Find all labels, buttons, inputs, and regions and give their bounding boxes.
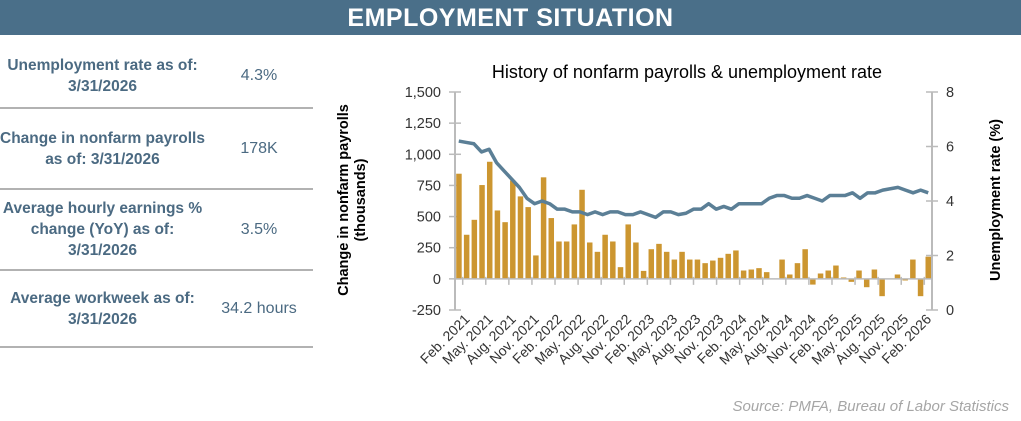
payroll-bar [517, 196, 524, 279]
right-tick-label: 8 [946, 85, 954, 101]
payroll-bar [879, 278, 885, 297]
payroll-bar [779, 259, 785, 279]
payroll-bar [863, 278, 870, 288]
stat-value: 178K [240, 139, 278, 157]
right-axis-label: Unemployment rate (%) [988, 119, 1004, 281]
payroll-bar [848, 278, 855, 282]
left-tick-label: 1,000 [405, 147, 441, 163]
stat-label: Change in nonfarm payrolls as of: 3/31/2… [0, 129, 205, 168]
payroll-bar [540, 177, 547, 279]
payroll-bar [594, 251, 601, 279]
payroll-bar [710, 260, 716, 279]
payroll-bar [925, 256, 931, 279]
stat-row-earnings: Average hourly earnings % change (YoY) a… [0, 190, 313, 271]
payroll-bar [679, 251, 685, 279]
left-tick-label: 500 [417, 210, 441, 226]
payroll-bar [610, 241, 616, 279]
payroll-bar [825, 270, 831, 279]
payroll-bar [894, 274, 901, 279]
stat-row-unemployment: Unemployment rate as of: 3/31/2026 4.3% [0, 44, 313, 109]
left-tick-label: 0 [433, 272, 441, 288]
chart-title: History of nonfarm payrolls & unemployme… [492, 62, 882, 82]
right-tick-label: 2 [946, 249, 954, 265]
payroll-bar [571, 224, 578, 279]
stat-label: Unemployment rate as of: 3/31/2026 [7, 56, 198, 95]
stat-row-workweek: Average workweek as of: 3/31/2026 34.2 h… [0, 271, 313, 348]
stat-value: 3.5% [240, 220, 278, 238]
payroll-bar [763, 272, 770, 279]
payroll-bar [617, 267, 624, 279]
payroll-bar [740, 270, 747, 279]
payroll-bar [656, 243, 662, 279]
payroll-bar [494, 210, 501, 279]
payroll-bar [917, 278, 924, 297]
left-tick-label: -250 [412, 303, 441, 319]
payroll-bar [510, 180, 516, 279]
payroll-bar [833, 265, 839, 279]
payroll-bar [663, 251, 670, 279]
payroll-bar [910, 259, 916, 279]
payroll-bar [733, 250, 739, 279]
payroll-bar [871, 269, 878, 279]
payroll-bar [479, 185, 485, 279]
payrolls-unemployment-chart: History of nonfarm payrolls & unemployme… [336, 62, 1004, 368]
right-tick-label: 0 [946, 303, 954, 319]
payroll-bar [486, 161, 493, 279]
stat-value: 4.3% [240, 66, 278, 84]
payroll-bar [533, 255, 539, 279]
payroll-bar [548, 218, 555, 279]
payroll-bar [648, 249, 655, 279]
right-tick-label: 6 [946, 140, 954, 156]
stat-value: 34.2 hours [221, 299, 297, 317]
payroll-bar [794, 263, 801, 279]
stat-label: Average workweek as of: 3/31/2026 [10, 289, 195, 328]
payroll-bar [671, 259, 678, 279]
payroll-bar [563, 241, 570, 279]
payroll-bar [717, 257, 724, 279]
payroll-bar [802, 249, 808, 279]
payroll-bar [902, 278, 908, 281]
payroll-bar [471, 219, 478, 279]
payroll-bar [579, 189, 585, 279]
left-tick-label: 1,250 [405, 116, 441, 132]
payroll-bar [748, 269, 755, 279]
payroll-bar [456, 173, 462, 279]
payroll-bar [810, 278, 816, 285]
payroll-bar [725, 253, 731, 279]
stat-label: Average hourly earnings % change (YoY) a… [2, 200, 203, 259]
page-title: EMPLOYMENT SITUATION [0, 0, 1021, 35]
payroll-bar [602, 234, 608, 279]
payroll-bar [817, 273, 824, 279]
payroll-bar [787, 274, 793, 279]
payroll-bar [856, 270, 862, 279]
payroll-bar [625, 224, 631, 279]
payroll-bar [694, 259, 701, 279]
payroll-bar [502, 222, 508, 279]
left-tick-label: 750 [417, 178, 441, 194]
payroll-bar [463, 234, 470, 279]
unemployment-line [458, 139, 929, 220]
payroll-bar [687, 259, 693, 279]
stat-row-payrolls: Change in nonfarm payrolls as of: 3/31/2… [0, 109, 313, 190]
left-tick-label: 1,500 [405, 85, 441, 101]
left-axis-label: Change in nonfarm payrolls(thousands) [336, 104, 369, 296]
payroll-bar [525, 207, 531, 279]
payroll-bar [640, 270, 647, 279]
payroll-bar [702, 263, 708, 279]
stats-table: Unemployment rate as of: 3/31/2026 4.3% … [0, 44, 313, 348]
payroll-bar [633, 242, 639, 279]
payroll-bar [586, 242, 593, 279]
source-note: Source: PMFA, Bureau of Labor Statistics [732, 398, 1009, 415]
left-tick-label: 250 [417, 241, 441, 257]
payroll-bar [556, 241, 562, 279]
payroll-bar [756, 268, 762, 279]
right-tick-label: 4 [946, 194, 954, 210]
